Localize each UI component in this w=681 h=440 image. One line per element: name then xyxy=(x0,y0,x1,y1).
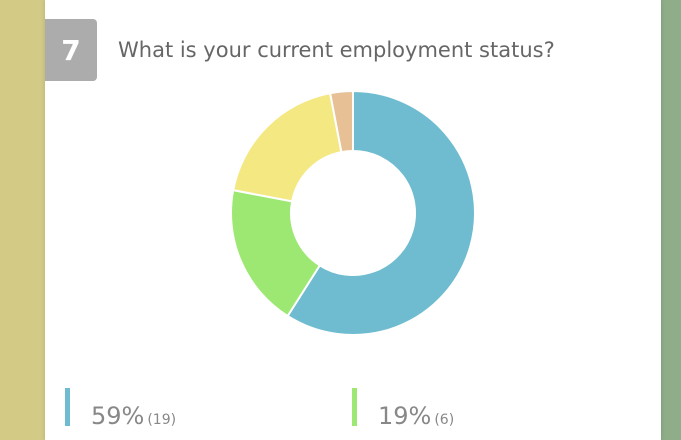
legend-swatch xyxy=(352,388,357,426)
legend-entry: 59% (19) xyxy=(91,402,176,426)
pie-slice xyxy=(328,89,354,154)
question-text: What is your current employment status? xyxy=(118,38,555,62)
legend-count: (19) xyxy=(147,412,176,426)
legend-count: (6) xyxy=(434,412,454,426)
question-number: 7 xyxy=(45,19,97,81)
question-card xyxy=(45,0,661,440)
legend-entry: 19% (6) xyxy=(378,402,454,426)
legend-swatch xyxy=(65,388,70,426)
page: 7 What is your current employment status… xyxy=(0,0,681,426)
pie-slice xyxy=(286,89,476,336)
legend-percent: 59% xyxy=(91,402,144,426)
legend-percent: 19% xyxy=(378,402,431,426)
chart: 59% (19) 19% (6) xyxy=(65,89,476,426)
pie-slice xyxy=(231,91,343,203)
